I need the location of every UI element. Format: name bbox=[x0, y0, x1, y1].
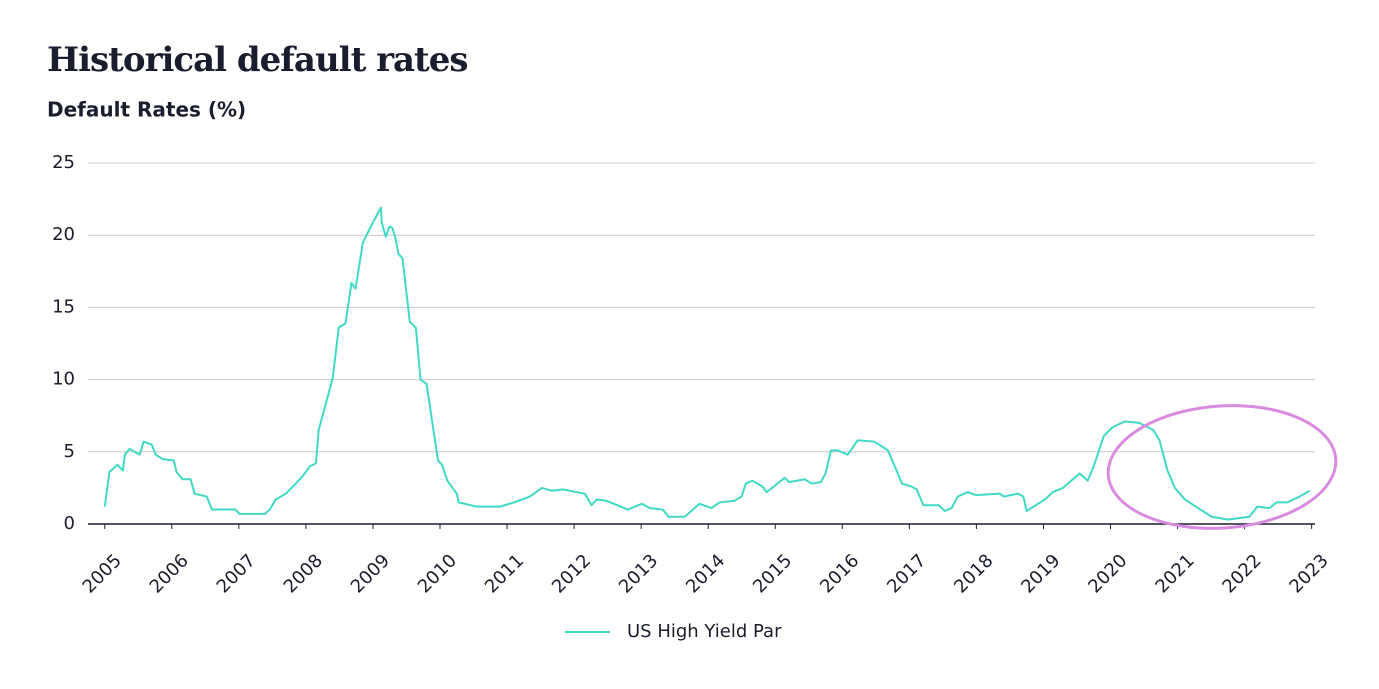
chart-subtitle: Default Rates (%) bbox=[47, 98, 246, 122]
x-tick-label: 2022 bbox=[1218, 550, 1265, 597]
y-tick-label: 10 bbox=[52, 369, 75, 390]
y-tick-label: 5 bbox=[64, 441, 75, 462]
x-tick-label: 2005 bbox=[79, 550, 126, 597]
x-tick-label: 2008 bbox=[280, 550, 327, 597]
legend-label: US High Yield Par bbox=[627, 621, 782, 642]
data-line bbox=[103, 206, 1311, 521]
x-tick-label: 2017 bbox=[883, 550, 930, 597]
y-tick-label: 25 bbox=[52, 152, 75, 173]
x-tick-label: 2012 bbox=[548, 550, 595, 597]
x-tick-label: 2018 bbox=[950, 550, 997, 597]
x-tick-label: 2011 bbox=[481, 550, 528, 597]
x-tick-label: 2010 bbox=[414, 550, 461, 597]
x-tick-label: 2016 bbox=[816, 550, 863, 597]
x-tick-label: 2007 bbox=[213, 550, 260, 597]
highlight-ellipse bbox=[1106, 404, 1338, 530]
x-tick-label: 2014 bbox=[682, 550, 729, 597]
y-tick-label: 15 bbox=[52, 296, 75, 317]
y-tick-label: 0 bbox=[64, 513, 75, 534]
x-tick-label: 2020 bbox=[1084, 550, 1131, 597]
chart-title: Historical default rates bbox=[47, 40, 468, 80]
x-tick-label: 2023 bbox=[1285, 550, 1332, 597]
x-tick-label: 2021 bbox=[1151, 550, 1198, 597]
x-tick-label: 2015 bbox=[749, 550, 796, 597]
x-tick-label: 2006 bbox=[146, 550, 193, 597]
x-tick-label: 2009 bbox=[347, 550, 394, 597]
x-tick-label: 2019 bbox=[1017, 550, 1064, 597]
x-tick-label: 2013 bbox=[615, 550, 662, 597]
y-tick-label: 20 bbox=[52, 224, 75, 245]
